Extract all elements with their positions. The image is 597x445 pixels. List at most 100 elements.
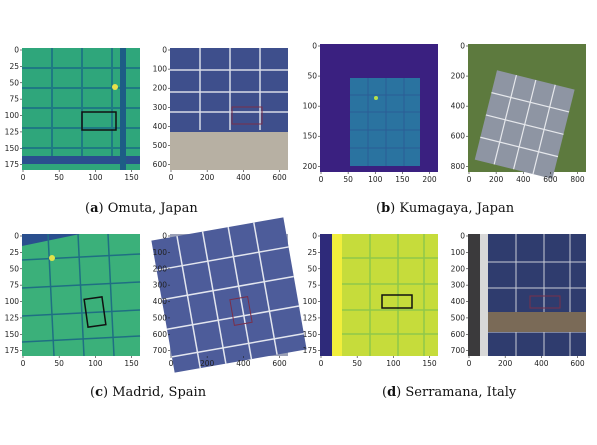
y-tick-label: 0 <box>14 46 19 55</box>
panel-a-rgb-plot: 0 200 400 600 0 100 200 300 400 500 600 <box>148 40 293 190</box>
x-tick-label: 600 <box>570 359 585 368</box>
x-tick-label: 150 <box>124 359 139 368</box>
y-ticks: 0 25 50 75 100 125 150 175 <box>5 232 22 355</box>
y-tick-label: 300 <box>153 281 168 290</box>
left-edge <box>320 234 332 356</box>
y-tick-label: 800 <box>451 162 466 171</box>
y-tick-label: 100 <box>5 111 20 120</box>
x-tick-label: 200 <box>200 359 215 368</box>
y-tick-label: 600 <box>451 132 466 141</box>
y-tick-label: 0 <box>14 232 19 241</box>
y-tick-label: 125 <box>5 313 20 322</box>
bottom-band <box>22 156 140 164</box>
y-tick-label: 200 <box>451 264 466 273</box>
y-tick-label: 25 <box>307 248 317 257</box>
x-tick-label: 50 <box>54 173 64 182</box>
y-tick-label: 300 <box>451 281 466 290</box>
y-tick-label: 500 <box>153 141 168 150</box>
y-tick-label: 0 <box>162 232 167 241</box>
pv-array <box>474 70 575 179</box>
x-tick-label: 600 <box>543 175 558 184</box>
x-ticks: 0 50 100 150 200 <box>319 172 437 184</box>
y-tick-label: 0 <box>312 232 317 241</box>
y-tick-label: 175 <box>5 160 20 169</box>
x-tick-label: 150 <box>124 173 139 182</box>
x-ticks: 0 50 100 150 <box>319 356 437 368</box>
y-tick-label: 150 <box>5 144 20 153</box>
right-strip <box>120 48 126 170</box>
pv-array <box>350 78 420 166</box>
panel-c-caption: (c) Madrid, Spain <box>90 385 207 400</box>
x-tick-label: 200 <box>498 359 513 368</box>
y-tick-label: 700 <box>451 346 466 355</box>
y-ticks: 0 50 100 150 200 <box>303 42 320 171</box>
pv-grid <box>342 234 438 356</box>
y-tick-label: 200 <box>153 264 168 273</box>
panel-b-rgb-plot: 0 200 400 600 800 0 200 400 600 800 <box>446 40 591 190</box>
y-tick-label: 400 <box>153 122 168 131</box>
x-tick-label: 0 <box>169 359 174 368</box>
pv-array <box>151 217 307 373</box>
x-tick-label: 100 <box>386 359 401 368</box>
y-tick-label: 100 <box>153 248 168 257</box>
left-strip <box>468 234 480 356</box>
x-tick-label: 400 <box>236 359 251 368</box>
y-tick-label: 100 <box>303 102 318 111</box>
y-tick-label: 150 <box>5 330 20 339</box>
x-tick-label: 0 <box>21 359 26 368</box>
y-tick-label: 50 <box>9 78 19 87</box>
y-tick-label: 0 <box>460 232 465 241</box>
y-tick-label: 25 <box>9 62 19 71</box>
x-ticks: 0 200 400 600 <box>467 356 585 368</box>
y-ticks: 0 25 50 75 100 125 150 175 <box>5 46 22 169</box>
y-ticks: 0 100 200 300 400 500 600 700 <box>153 232 170 355</box>
panel-a-caption: (a) Omuta, Japan <box>85 201 198 216</box>
x-ticks: 0 50 100 150 <box>21 356 139 368</box>
x-tick-label: 200 <box>200 173 215 182</box>
ground <box>488 312 586 332</box>
x-tick-label: 800 <box>570 175 585 184</box>
x-tick-label: 150 <box>395 175 410 184</box>
x-tick-label: 0 <box>467 175 472 184</box>
y-tick-label: 200 <box>303 162 318 171</box>
x-tick-label: 50 <box>352 359 362 368</box>
y-tick-label: 400 <box>153 297 168 306</box>
y-tick-label: 0 <box>312 42 317 51</box>
y-tick-label: 0 <box>460 42 465 51</box>
y-tick-label: 75 <box>9 95 19 104</box>
x-tick-label: 50 <box>54 359 64 368</box>
x-tick-label: 0 <box>467 359 472 368</box>
y-tick-label: 175 <box>303 346 318 355</box>
y-tick-label: 400 <box>451 102 466 111</box>
dark-corner <box>22 234 80 246</box>
y-tick-label: 600 <box>153 330 168 339</box>
pv-grid <box>21 233 141 357</box>
x-tick-label: 50 <box>343 175 353 184</box>
x-ticks: 0 200 400 600 800 <box>467 172 585 184</box>
x-ticks: 0 50 100 150 <box>21 170 139 182</box>
panel-d-rgb-plot: 0 200 400 600 0 100 200 300 400 500 600 700 <box>446 228 591 378</box>
y-tick-label: 500 <box>153 313 168 322</box>
panel-b-caption: (b) Kumagaya, Japan <box>376 201 515 216</box>
x-tick-label: 600 <box>272 173 287 182</box>
x-tick-label: 200 <box>422 175 437 184</box>
y-tick-label: 0 <box>162 46 167 55</box>
x-tick-label: 400 <box>534 359 549 368</box>
x-ticks: 0 200 400 600 <box>169 170 287 182</box>
y-tick-label: 600 <box>451 330 466 339</box>
y-tick-label: 400 <box>451 297 466 306</box>
highlight-box <box>231 106 263 125</box>
frame-grid <box>488 234 586 356</box>
panel-c-thermal-plot: 0 50 100 150 0 25 50 75 100 125 150 175 <box>0 228 145 378</box>
panel-d-thermal-plot: 0 50 100 150 0 25 50 75 100 125 150 175 <box>298 228 443 378</box>
hotspot <box>374 96 378 100</box>
y-tick-label: 75 <box>307 281 317 290</box>
y-tick-label: 100 <box>303 297 318 306</box>
ground <box>170 132 288 170</box>
y-tick-label: 150 <box>303 132 318 141</box>
y-tick-label: 175 <box>5 346 20 355</box>
y-tick-label: 100 <box>153 65 168 74</box>
y-tick-label: 150 <box>303 330 318 339</box>
y-tick-label: 100 <box>451 248 466 257</box>
y-ticks: 0 25 50 75 100 125 150 175 <box>303 232 320 355</box>
